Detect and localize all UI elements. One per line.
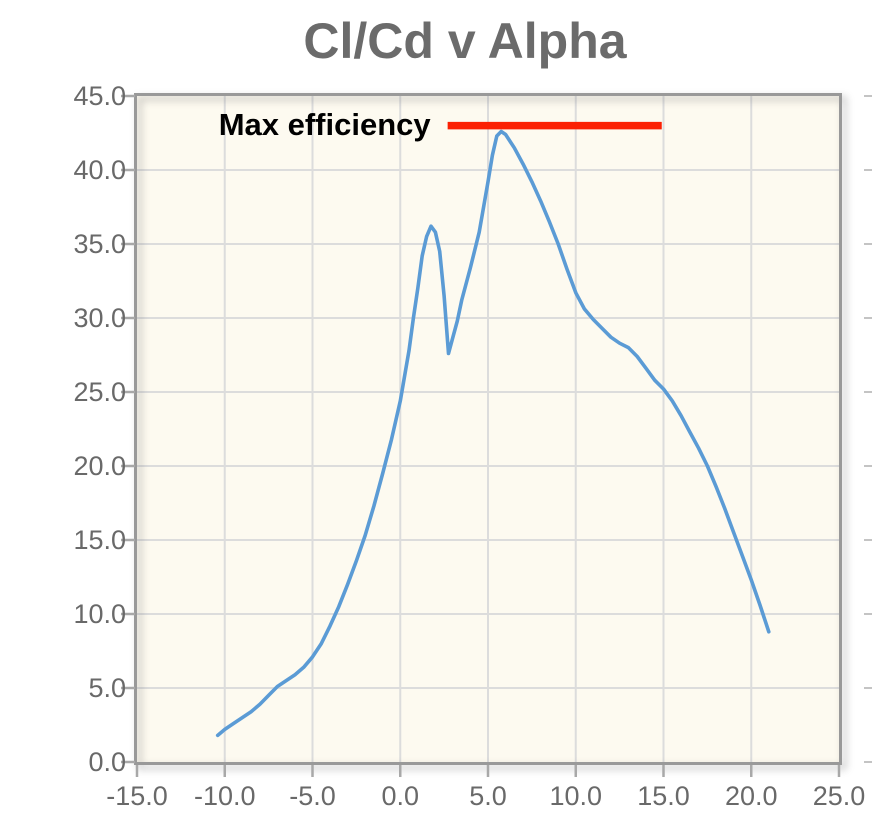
x-tick-label: 5.0 [469, 781, 507, 811]
x-tick-label: -5.0 [289, 781, 336, 811]
x-tick-label: 15.0 [637, 781, 690, 811]
y-tick-label: 35.0 [73, 229, 126, 259]
x-tick-label: -10.0 [193, 781, 256, 811]
x-tick-label: -15.0 [106, 781, 168, 811]
max-efficiency-label: Max efficiency [218, 106, 431, 142]
y-tick-label: 40.0 [73, 155, 126, 185]
plot-border [134, 93, 842, 765]
clcd-curve [215, 129, 771, 738]
x-tick-label: 25.0 [812, 781, 866, 811]
x-tick-label: 20.0 [724, 781, 778, 811]
y-tick-label: 45.0 [73, 81, 126, 111]
y-tick-label: 15.0 [73, 525, 126, 555]
x-tick-label: 0.0 [381, 781, 420, 811]
y-tick-label: 10.0 [73, 599, 126, 629]
y-tick-label: 30.0 [73, 303, 126, 333]
x-tick-label: 10.0 [549, 781, 603, 811]
y-tick-label: 20.0 [73, 451, 126, 481]
chart-title: Cl/Cd v Alpha [303, 13, 627, 69]
y-tick-label: 25.0 [73, 377, 126, 407]
y-tick-label: 0.0 [88, 747, 126, 777]
y-tick-label: 5.0 [88, 673, 126, 703]
